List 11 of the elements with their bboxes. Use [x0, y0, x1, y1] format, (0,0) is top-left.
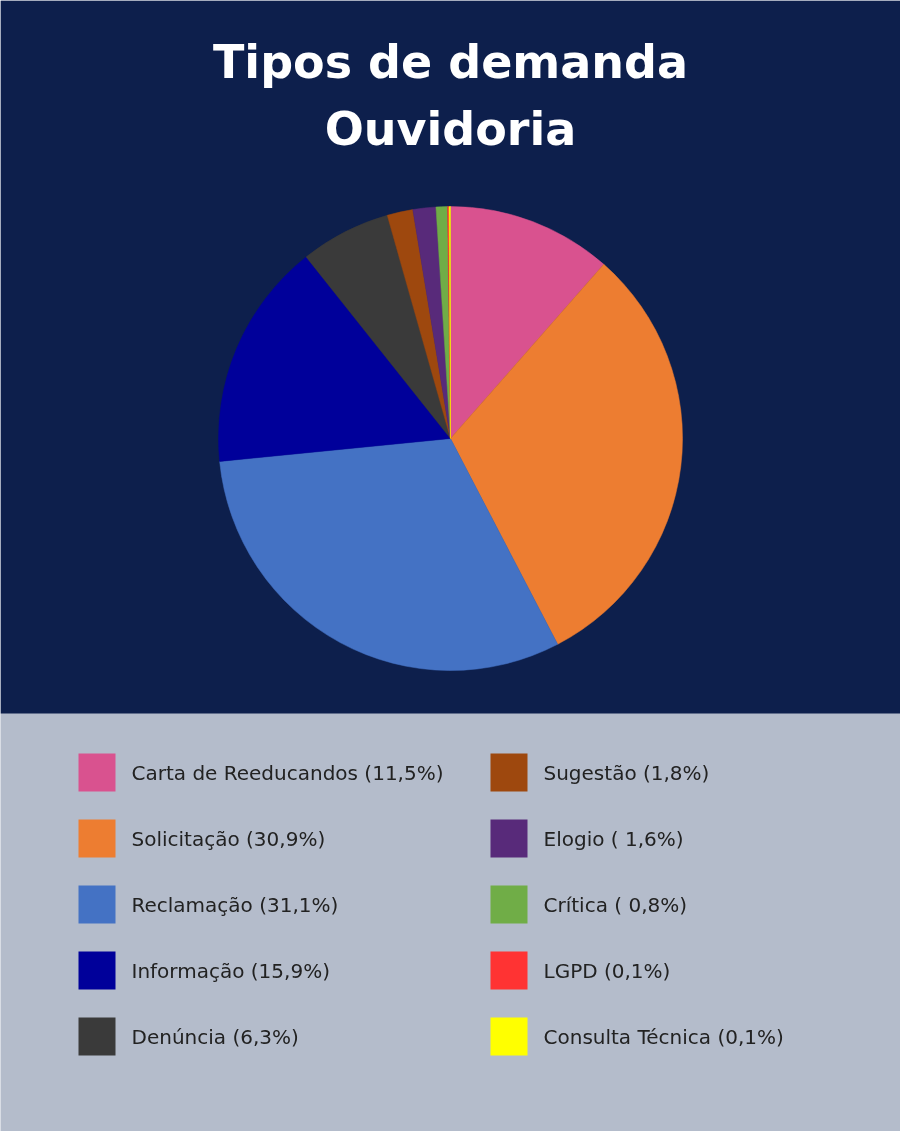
legend-label: LGPD (0,1%)	[543, 958, 671, 983]
legend-label: Consulta Técnica (0,1%)	[543, 1024, 784, 1049]
legend-label: Solicitação (30,9%)	[131, 826, 326, 851]
legend-label: Reclamação (31,1%)	[131, 892, 339, 917]
legend-label: Denúncia (6,3%)	[131, 1024, 299, 1049]
chart-title: Tipos de demanda Ouvidoria	[212, 34, 689, 157]
legend-label: Informação (15,9%)	[131, 958, 330, 983]
legend-label: Crítica ( 0,8%)	[543, 892, 688, 917]
legend-label: Elogio ( 1,6%)	[543, 826, 684, 851]
legend-label: Sugestão (1,8%)	[543, 760, 710, 785]
legend-label: Carta de Reeducandos (11,5%)	[131, 760, 444, 785]
